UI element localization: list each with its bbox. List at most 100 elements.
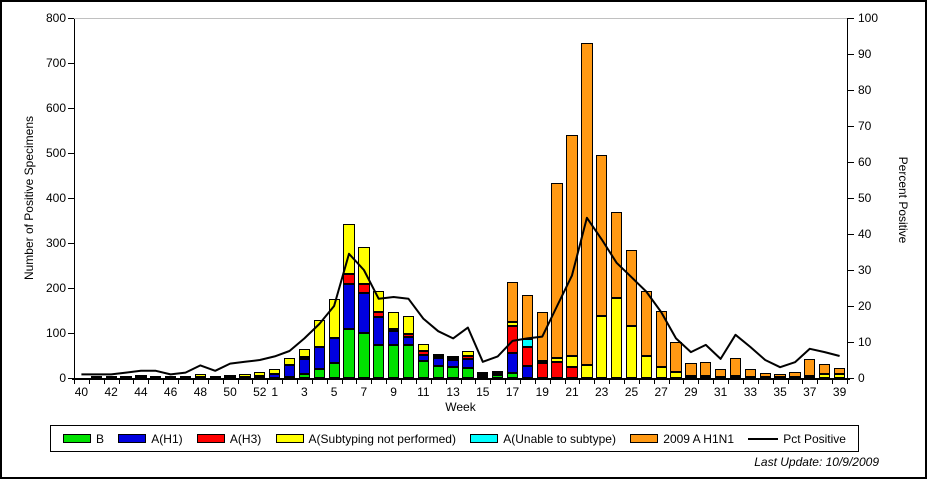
bar-segment-a-subtyping-not-performed- bbox=[447, 355, 459, 359]
y-right-tick-label: 50 bbox=[858, 191, 872, 205]
y-left-tick-label: 600 bbox=[45, 101, 66, 115]
bar-segment-a-h1- bbox=[373, 316, 385, 345]
x-tick bbox=[742, 380, 744, 384]
x-tick-label: 37 bbox=[803, 385, 817, 399]
x-tick-label: 1 bbox=[271, 385, 279, 399]
bar-segment-a-subtyping-not-performed- bbox=[655, 366, 667, 378]
y-right-tick bbox=[848, 90, 854, 91]
x-tick-label: 35 bbox=[773, 385, 787, 399]
legend-line-swatch bbox=[748, 437, 779, 440]
bar-segment-a-subtyping-not-performed- bbox=[373, 291, 385, 312]
y-axis-right-line bbox=[847, 18, 848, 379]
y-right-tick bbox=[848, 198, 854, 199]
legend-item-b: B bbox=[63, 432, 104, 446]
bar-segment-a-h3- bbox=[343, 273, 355, 284]
bar-segment-b bbox=[358, 333, 370, 378]
x-tick bbox=[282, 380, 284, 384]
bar-segment-a-subtyping-not-performed- bbox=[90, 376, 102, 378]
y-left-tick bbox=[68, 63, 74, 64]
bar-segment-a-subtyping-not-performed- bbox=[729, 375, 742, 378]
bar-segment-a-subtyping-not-performed- bbox=[135, 375, 147, 378]
y-right-tick-label: 30 bbox=[858, 263, 872, 277]
bar-segment-a-subtyping-not-performed- bbox=[640, 355, 652, 378]
legend-label: A(H3) bbox=[229, 431, 262, 446]
x-tick-label: 33 bbox=[743, 385, 758, 399]
legend-label: 2009 A H1N1 bbox=[663, 431, 734, 446]
bar-segment-a-subtyping-not-performed- bbox=[343, 223, 355, 274]
bar-segment-a-h1- bbox=[283, 365, 296, 377]
x-tick-label: 23 bbox=[595, 385, 609, 399]
bar-segment-2009-a-h1n1 bbox=[774, 374, 786, 378]
x-tick bbox=[401, 380, 403, 384]
x-tick-label: 19 bbox=[535, 385, 549, 399]
x-tick-label: 7 bbox=[360, 385, 368, 399]
bar-segment-a-subtyping-not-performed- bbox=[610, 297, 623, 378]
y-left-tick-label: 400 bbox=[45, 191, 66, 205]
bar-segment-a-subtyping-not-performed- bbox=[120, 375, 132, 378]
bar-segment-b bbox=[447, 366, 459, 378]
bar-segment-b bbox=[373, 344, 385, 378]
x-tick bbox=[222, 380, 224, 384]
x-axis-line bbox=[72, 378, 850, 380]
x-tick bbox=[832, 380, 834, 384]
x-tick bbox=[534, 380, 536, 384]
x-tick bbox=[698, 380, 700, 384]
bar-segment-a-h1- bbox=[313, 347, 325, 369]
y-left-tick-label: 800 bbox=[45, 11, 66, 25]
y-left-tick bbox=[68, 333, 74, 334]
bar-segment-a-h1- bbox=[343, 283, 355, 329]
bar-segment-a-unable-to-subtype- bbox=[521, 339, 534, 347]
x-tick-label: 9 bbox=[390, 385, 397, 399]
bar-segment-b bbox=[313, 369, 325, 378]
bar-segment-a-h1- bbox=[492, 373, 504, 376]
bar-segment-a-subtyping-not-performed- bbox=[269, 369, 281, 375]
bar-segment-a-h1- bbox=[447, 360, 459, 367]
x-tick bbox=[267, 380, 269, 384]
x-tick-label: 11 bbox=[417, 385, 430, 399]
y-axis-left-line bbox=[74, 18, 75, 379]
bar-segment-a-h3- bbox=[521, 346, 534, 367]
x-tick bbox=[103, 380, 105, 384]
x-tick-label: 15 bbox=[476, 385, 490, 399]
bar-segment-a-subtyping-not-performed- bbox=[566, 355, 578, 367]
x-tick bbox=[460, 380, 462, 384]
x-tick-label: 50 bbox=[223, 385, 237, 399]
bar-segment-2009-a-h1n1 bbox=[596, 155, 608, 316]
y-right-tick-label: 100 bbox=[858, 11, 879, 25]
bar-segment-a-h3- bbox=[402, 334, 415, 337]
bar-segment-a-subtyping-not-performed- bbox=[432, 354, 444, 357]
x-tick-label: 13 bbox=[446, 385, 460, 399]
x-tick-label: 44 bbox=[134, 385, 148, 399]
x-tick bbox=[787, 380, 789, 384]
legend-item-a-unable-to-subtype-: A(Unable to subtype) bbox=[470, 432, 616, 446]
x-tick bbox=[341, 380, 343, 384]
x-tick bbox=[356, 380, 358, 384]
x-tick bbox=[549, 380, 551, 384]
bar-segment-2009-a-h1n1 bbox=[685, 363, 697, 376]
bar-segment-a-h3- bbox=[298, 356, 311, 359]
bar-segment-b bbox=[432, 366, 444, 378]
bar-segment-b bbox=[402, 344, 415, 378]
bar-segment-2009-a-h1n1 bbox=[715, 369, 727, 377]
bar-segment-b bbox=[477, 376, 489, 378]
y-left-tick bbox=[68, 108, 74, 109]
bar-segment-a-subtyping-not-performed- bbox=[506, 322, 519, 327]
bar-segment-a-h3- bbox=[373, 311, 385, 317]
legend-label: B bbox=[96, 431, 105, 446]
bar-segment-a-subtyping-not-performed- bbox=[254, 372, 266, 376]
x-tick bbox=[772, 380, 774, 384]
y-right-tick bbox=[848, 54, 854, 55]
y-left-tick-label: 300 bbox=[45, 236, 66, 250]
x-tick bbox=[163, 380, 165, 384]
bar-segment-a-h1- bbox=[506, 353, 519, 374]
y-right-tick bbox=[848, 342, 854, 343]
x-tick bbox=[74, 380, 75, 384]
x-tick bbox=[683, 380, 685, 384]
legend-label: A(Subtyping not performed) bbox=[308, 431, 456, 446]
x-tick bbox=[594, 380, 596, 384]
legend-label: Pct Positive bbox=[783, 431, 846, 446]
bar-segment-2009-a-h1n1 bbox=[700, 361, 712, 376]
x-tick-label: 46 bbox=[163, 385, 178, 399]
x-tick bbox=[638, 380, 640, 384]
